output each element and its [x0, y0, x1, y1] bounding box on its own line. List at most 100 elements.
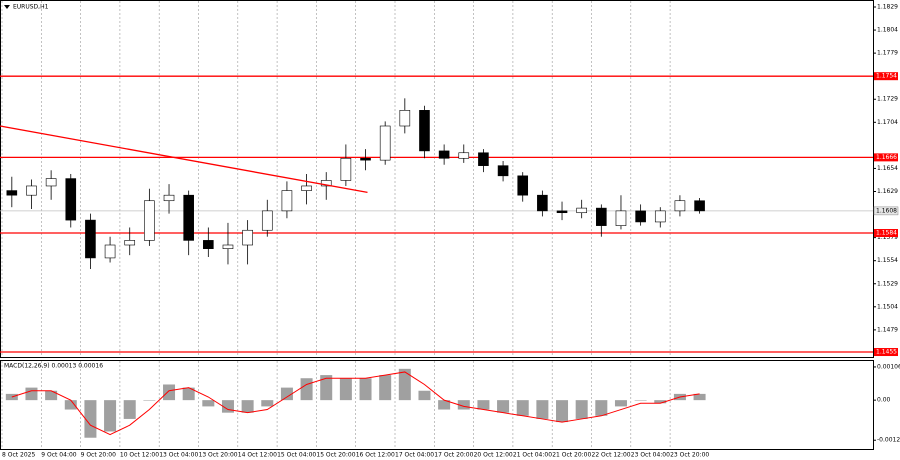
candle-body	[183, 194, 194, 241]
candle-body	[635, 210, 646, 223]
macd-bar	[575, 400, 588, 419]
x-tick-label: 21 Oct 20:00	[552, 452, 591, 459]
y-tick-label: 1.1579	[877, 234, 898, 241]
x-tick-label: 13 Oct 20:00	[199, 452, 238, 459]
x-tick-label: 20 Oct 12:00	[474, 452, 513, 459]
candle-body	[261, 210, 273, 231]
macd-bar	[182, 387, 195, 401]
candle-body	[654, 210, 666, 223]
candle-body	[163, 194, 175, 202]
macd-bar	[497, 400, 510, 413]
y-tick-label: 1.1479	[877, 326, 898, 333]
candle-body	[576, 207, 587, 214]
candle-body	[674, 200, 686, 212]
last-price-box	[873, 206, 899, 216]
y-tick-label: 1.1629	[877, 188, 898, 195]
macd-bar	[457, 400, 470, 410]
candle-body	[497, 165, 509, 177]
macd-bar	[280, 387, 293, 401]
macd-bar	[163, 384, 176, 401]
candle-body	[85, 219, 96, 259]
macd-bar	[339, 378, 352, 401]
candle-body	[360, 157, 371, 161]
candle-body	[556, 210, 568, 214]
macd-panel	[0, 360, 874, 450]
macd-bar	[398, 368, 411, 401]
level-box	[874, 348, 898, 357]
macd-signal	[11, 371, 700, 436]
candle-body	[320, 180, 332, 187]
x-tick-label: 14 Oct 12:00	[238, 452, 277, 459]
candle-body	[458, 152, 470, 159]
candle-body	[340, 157, 352, 181]
x-tick-label: 23 Oct 04:00	[631, 452, 670, 459]
macd-bar	[84, 400, 97, 438]
x-tick-label: 9 Oct 04:00	[41, 452, 76, 459]
level-label: 1.1584	[876, 230, 897, 237]
y-tick-label: 0.00106	[877, 363, 900, 370]
macd-bar	[25, 387, 38, 401]
macd-bar	[143, 400, 156, 401]
y-tick-label: 1.1654	[877, 165, 898, 172]
candle-body	[222, 244, 234, 249]
y-tick-label: 1.1529	[877, 280, 898, 287]
macd-bar	[477, 400, 490, 410]
macd-bar	[300, 378, 313, 401]
x-tick-label: 22 Oct 12:00	[592, 452, 631, 459]
candle-body	[203, 240, 214, 249]
level-label: 1.1666	[876, 154, 897, 161]
macd-bar	[261, 400, 274, 407]
macd-bar	[241, 400, 254, 413]
x-tick-label: 16 Oct 12:00	[356, 452, 395, 459]
macd-bar	[654, 400, 667, 404]
x-tick-label: 15 Oct 20:00	[316, 452, 355, 459]
macd-bar	[123, 400, 136, 419]
level-label: 1.1455	[876, 349, 897, 356]
candle-body	[694, 200, 705, 212]
y-tick-label: 1.1829	[877, 3, 898, 10]
macd-bar	[359, 378, 372, 401]
y-tick-label: 1.1804	[877, 27, 898, 34]
candle-body	[438, 150, 450, 159]
y-tick-label: 1.1704	[877, 119, 898, 126]
level-box	[874, 72, 898, 81]
candle-body	[6, 190, 18, 196]
menu-icon[interactable]	[4, 5, 10, 9]
macd-bar	[202, 400, 215, 407]
macd-bar	[320, 375, 333, 401]
x-tick-label: 17 Oct 20:00	[434, 452, 473, 459]
macd-bar	[595, 400, 608, 416]
candle-body	[379, 125, 391, 161]
candle-body	[399, 110, 411, 127]
macd-bar	[693, 393, 706, 401]
y-tick-label: 1.1779	[877, 50, 898, 57]
macd-bar	[45, 390, 58, 401]
candle-body	[144, 200, 155, 241]
chart-title: EURUSD,H1	[13, 4, 49, 11]
candle-body	[65, 178, 77, 221]
candle-body	[104, 244, 116, 259]
candle-body	[517, 175, 529, 196]
macd-bar	[379, 375, 392, 401]
candle-body	[124, 240, 136, 246]
level-box	[874, 153, 898, 162]
candle-body	[281, 190, 293, 212]
candle-body	[537, 194, 548, 212]
candle-body	[419, 110, 430, 152]
x-tick-label: 23 Oct 20:00	[670, 452, 709, 459]
macd-bar	[614, 400, 627, 407]
macd-bar	[536, 400, 549, 419]
level-label: 1.1754	[876, 73, 897, 80]
macd-title: MACD(12,26,9) 0.00013 0.00016	[4, 363, 103, 370]
x-tick-label: 15 Oct 04:00	[277, 452, 316, 459]
level-box	[874, 229, 898, 238]
y-tick-label: 1.1504	[877, 303, 898, 310]
main-panel	[0, 0, 874, 358]
candle-body	[478, 152, 489, 166]
macd-bar	[556, 400, 569, 423]
macd-bar	[438, 400, 451, 410]
y-tick-label: -0.00128	[877, 437, 900, 444]
macd-bar	[634, 400, 647, 401]
x-tick-label: 13 Oct 04:00	[159, 452, 198, 459]
